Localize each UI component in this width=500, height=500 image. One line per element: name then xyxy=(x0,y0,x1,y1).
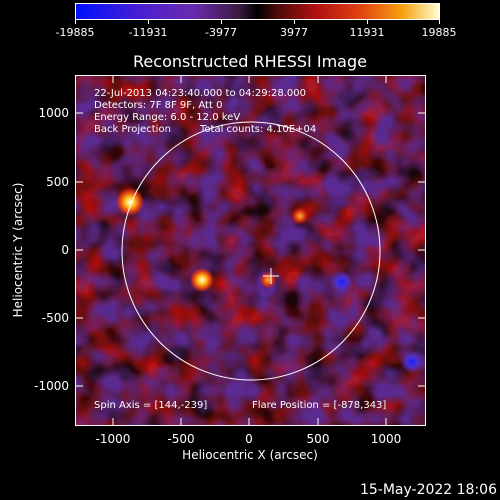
y-tick-label: -1000 xyxy=(34,379,69,393)
bright-source xyxy=(116,188,144,216)
bright-source xyxy=(190,268,214,292)
y-tick-label: 500 xyxy=(46,175,69,189)
colorbar-label: 11931 xyxy=(349,26,385,39)
rhessi-image xyxy=(75,75,426,426)
energy-range-text: Energy Range: 6.0 - 12.0 keV xyxy=(94,112,241,123)
colorbar-tick xyxy=(148,20,149,24)
detectors-text: Detectors: 7F 8F 9F, Att 0 xyxy=(94,100,223,111)
negative-pattern xyxy=(76,76,425,425)
x-tick-label: -1000 xyxy=(95,432,131,446)
x-tick-label: -500 xyxy=(167,432,195,446)
colorbar-label: 19885 xyxy=(421,26,457,39)
colorbar xyxy=(75,3,440,20)
total-counts-text: Total counts: 4.10E+04 xyxy=(200,124,317,135)
x-tick-label: 500 xyxy=(306,432,330,446)
spin-axis-text: Spin Axis = [144,-239] xyxy=(94,400,208,411)
method-text: Back Projection xyxy=(94,124,171,135)
colorbar-tick xyxy=(367,20,368,24)
time-range-text: 22-Jul-2013 04:23:40.000 to 04:29:28.000 xyxy=(94,88,306,99)
y-tick-label: 1000 xyxy=(38,106,69,120)
x-axis-title: Heliocentric X (arcsec) xyxy=(182,448,318,462)
negative-source xyxy=(330,270,354,294)
image-canvas xyxy=(76,76,425,425)
colorbar-tick xyxy=(439,20,440,24)
colorbar-label: -11931 xyxy=(128,26,168,39)
colorbar-label: -3977 xyxy=(205,26,237,39)
y-axis-title: Heliocentric Y (arcsec) xyxy=(11,182,25,318)
y-tick-label: 0 xyxy=(61,243,69,257)
colorbar-label: 3977 xyxy=(280,26,308,39)
y-tick-label: -500 xyxy=(41,311,69,325)
x-tick-label: 0 xyxy=(245,432,253,446)
colorbar-tick xyxy=(75,20,76,24)
render-timestamp: 15-May-2022 18:06 xyxy=(359,482,497,498)
colorbar-label: -19885 xyxy=(55,26,95,39)
flare-position-text: Flare Position = [-878,343] xyxy=(252,400,387,411)
colorbar-tick xyxy=(221,20,222,24)
x-tick-label: 1000 xyxy=(370,432,402,446)
solar-limb-circle xyxy=(121,121,381,381)
plot-title: Reconstructed RHESSI Image xyxy=(133,52,367,71)
colorbar-tick xyxy=(294,20,295,24)
negative-source xyxy=(400,350,424,374)
source xyxy=(291,207,309,225)
